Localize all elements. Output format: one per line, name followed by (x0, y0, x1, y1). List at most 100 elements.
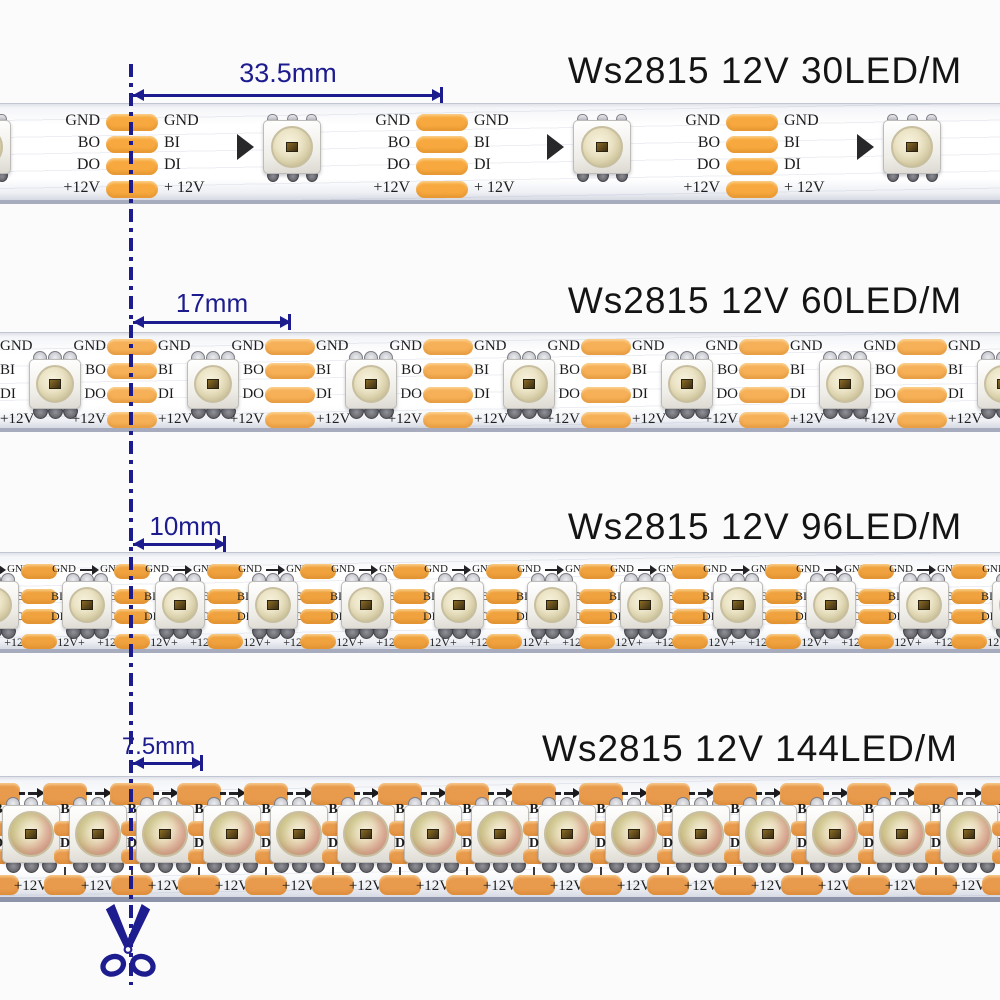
flow-arrow-icon (104, 788, 112, 798)
solder-pad (207, 609, 243, 624)
solder-pad (423, 339, 473, 355)
pad-label: DI (474, 156, 491, 173)
measurement-arrow-144led (133, 757, 203, 769)
flow-arrow-icon (640, 788, 648, 798)
pad-label: GND (238, 563, 262, 575)
pad-label: BI (948, 362, 963, 378)
solder-pad (897, 339, 947, 355)
strip-title-96led: Ws2815 12V 96LED/M (567, 506, 963, 547)
solder-pad (265, 412, 315, 428)
led-chip (174, 600, 186, 610)
flow-arrow-icon (836, 565, 843, 575)
solder-pad (486, 564, 522, 579)
flow-arrow-icon (650, 565, 657, 575)
pad-label: DI (423, 609, 436, 623)
flow-arrow-icon (37, 788, 45, 798)
strip-title-144led: Ws2815 12V 144LED/M (542, 728, 958, 769)
led-strip-60led: GND GND BO BI DO DI +12V +12V GND GND BO BI DO DI +12V… (0, 332, 1000, 432)
solder-pad (486, 634, 522, 649)
pad-label: GND (703, 563, 727, 575)
pad-label: BI (0, 362, 15, 378)
pad-label: +12V (158, 411, 193, 427)
flow-arrow-icon (173, 569, 185, 571)
pad-label: 12V+ (243, 635, 271, 649)
pad-label: +12V (632, 411, 667, 427)
solder-pad (265, 363, 315, 379)
pad-label: BO (387, 134, 410, 151)
flow-arrow-icon (573, 788, 581, 798)
pad-label: 12V+ (708, 635, 736, 649)
solder-pad (672, 564, 708, 579)
pad-label: BI (790, 362, 805, 378)
measurement-end-tick (200, 755, 203, 771)
flow-arrow-icon (359, 569, 371, 571)
pad-label: DI (609, 609, 622, 623)
flow-arrow-icon (162, 792, 171, 795)
pad-label: DO (242, 386, 264, 402)
solder-pad (781, 875, 823, 895)
led-lens (946, 811, 992, 857)
solder-pad (672, 609, 708, 624)
flow-arrow-icon (153, 792, 159, 795)
pad-label: +12V (683, 878, 719, 894)
pad-label: +12V (229, 411, 264, 427)
flow-arrow-icon (430, 792, 439, 795)
cut-tick (64, 867, 66, 879)
flow-arrow-icon (899, 792, 908, 795)
pad-label: GND (796, 563, 820, 575)
pad-label: GND (316, 338, 349, 354)
solder-pad (379, 875, 421, 895)
pad-label: BI (237, 589, 249, 603)
led-chip (494, 829, 506, 839)
pad-label: GND (100, 563, 124, 575)
flow-arrow-icon (555, 792, 561, 795)
pad-label: 12V+ (57, 635, 85, 649)
led-package (0, 120, 11, 174)
flow-arrow-icon (372, 788, 380, 798)
solder-pad (423, 387, 473, 403)
pad-label: BI (784, 134, 800, 151)
cut-tick (332, 867, 334, 879)
pad-label: GND (65, 112, 100, 129)
led-chip (997, 379, 1000, 389)
strip-title-30led: Ws2815 12V 30LED/M (567, 50, 963, 91)
solder-pad (21, 634, 57, 649)
solder-pad (416, 135, 468, 153)
pad-label: +12V (948, 411, 983, 427)
pad-label: B (194, 802, 204, 817)
cut-tick (667, 867, 669, 879)
pad-label: BI (164, 134, 180, 151)
led-chip (523, 379, 535, 389)
pad-label: B (931, 802, 941, 817)
pad-label: GND (145, 563, 169, 575)
direction-arrow-icon (857, 134, 874, 160)
solder-pad (897, 363, 947, 379)
measurement-end-tick (288, 314, 291, 330)
pad-label: BI (158, 362, 173, 378)
flow-arrow-icon (756, 792, 762, 795)
pad-label: DI (784, 156, 801, 173)
solder-pad (300, 634, 336, 649)
pad-label: GND (0, 338, 33, 354)
led-chip (918, 600, 930, 610)
led-chip (596, 142, 608, 152)
flow-arrow-icon (95, 792, 104, 795)
pad-label: BI (888, 589, 900, 603)
solder-pad (393, 609, 429, 624)
solder-pad (765, 564, 801, 579)
flow-arrow-icon (488, 792, 494, 795)
flow-arrow-icon (229, 792, 238, 795)
cut-tick (801, 867, 803, 879)
pad-label: GND (705, 338, 739, 354)
solder-pad (207, 634, 243, 649)
solder-pad (982, 875, 1000, 895)
pad-label: GND (231, 338, 265, 354)
flow-arrow-icon (917, 569, 929, 571)
solder-pad (581, 363, 631, 379)
pad-label: +12V (951, 878, 987, 894)
led-chip (267, 600, 279, 610)
solder-pad (581, 387, 631, 403)
solder-pad (416, 157, 468, 175)
pad-label: BI (516, 589, 528, 603)
